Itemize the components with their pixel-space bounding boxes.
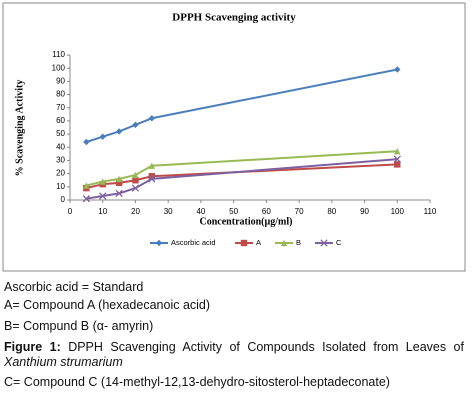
caption-standard: Ascorbic acid = Standard: [4, 280, 144, 294]
y-tick-label: 30: [56, 156, 65, 165]
y-tick-label: 50: [56, 129, 65, 138]
series-line: [86, 158, 398, 200]
legend-marker: [280, 239, 288, 247]
x-tick-label: 110: [424, 207, 437, 216]
data-point: [132, 177, 139, 184]
data-point: [393, 155, 401, 163]
y-tick-label: 110: [52, 50, 65, 59]
caption-b: B= Compund B (α- amyrin): [4, 319, 154, 333]
y-tick-label: 90: [56, 76, 65, 85]
data-point: [99, 178, 106, 185]
x-tick-label: 90: [360, 207, 369, 216]
y-tick-label: 100: [52, 63, 66, 72]
figure-label: Figure 1:: [4, 340, 61, 354]
x-tick-label: 10: [98, 207, 107, 216]
x-tick-label: 50: [229, 207, 238, 216]
data-point: [115, 128, 123, 135]
chart-title: DPPH Scavenging activity: [172, 12, 296, 24]
data-point: [148, 173, 156, 180]
legend-label: B: [296, 238, 301, 247]
data-point: [132, 121, 139, 129]
data-point: [115, 175, 123, 183]
y-tick-label: 80: [56, 90, 65, 99]
legend-label: C: [336, 238, 342, 247]
data-point: [394, 148, 401, 155]
series-line: [86, 150, 398, 187]
x-tick-label: 60: [262, 207, 271, 216]
x-tick-label: 40: [196, 207, 205, 216]
caption-c: C= Compound C (14-methyl-12,13-dehydro-s…: [4, 375, 390, 389]
y-tick-label: 70: [56, 103, 65, 112]
data-point: [148, 162, 156, 169]
chart-frame: [2, 2, 466, 272]
y-tick-label: 0: [61, 195, 66, 204]
y-tick-label: 60: [56, 116, 65, 125]
y-axis-label: % Scavenging Activity: [14, 80, 25, 177]
x-tick-label: 100: [391, 207, 405, 216]
data-point: [132, 171, 139, 179]
legend-marker: [320, 239, 328, 247]
chart: DPPH Scavenging activity Concentration(µ…: [2, 2, 466, 272]
data-point: [115, 179, 123, 187]
data-point: [82, 195, 91, 203]
data-point: [83, 182, 90, 189]
data-point: [394, 161, 401, 168]
species: Xanthium strumarium: [4, 355, 123, 369]
data-point: [83, 138, 90, 146]
data-point: [115, 189, 123, 198]
x-tick-label: 20: [131, 207, 140, 216]
series-line: [86, 68, 398, 143]
y-tick-label: 40: [56, 142, 65, 151]
legend-marker: [155, 239, 163, 247]
x-tick-label: 0: [68, 207, 73, 216]
y-tick-label: 10: [56, 182, 65, 191]
legend-marker: [240, 239, 248, 247]
legend-label: Ascorbic acid: [171, 238, 216, 247]
data-point: [148, 115, 156, 122]
data-point: [148, 175, 156, 183]
data-point: [99, 133, 106, 140]
x-tick-label: 70: [295, 207, 304, 216]
data-point: [131, 184, 140, 192]
data-point: [99, 192, 107, 200]
legend-label: A: [256, 238, 261, 247]
figure-text: DPPH Scavenging Activity of Compounds Is…: [68, 340, 464, 354]
x-tick-label: 30: [164, 207, 173, 216]
y-tick-label: 20: [56, 169, 65, 178]
figure-caption: Figure 1: DPPH Scavenging Activity of Co…: [4, 340, 464, 355]
x-axis-label: Concentration(µg/ml): [200, 216, 293, 227]
x-tick-label: 80: [327, 207, 336, 216]
caption-a: A= Compound A (hexadecanoic acid): [4, 298, 211, 312]
data-point: [394, 66, 401, 73]
